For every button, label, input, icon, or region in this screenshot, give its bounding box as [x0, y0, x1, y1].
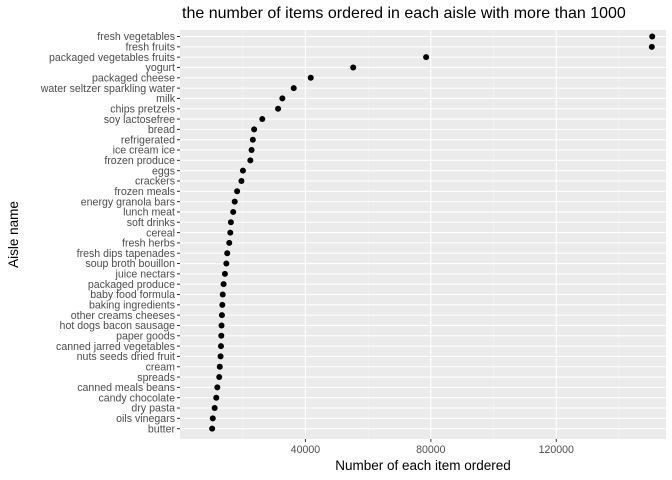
y-tick-label: lunch meat — [123, 207, 175, 219]
y-tick-label: soy lactosefree — [104, 114, 175, 126]
data-point — [249, 136, 256, 143]
y-tick-label: canned jarred vegetables — [56, 341, 175, 353]
data-points — [209, 33, 656, 432]
data-point — [227, 219, 234, 226]
y-tick-label: fresh fruits — [126, 42, 175, 54]
x-tick-label: 120000 — [539, 444, 574, 456]
data-point — [231, 198, 238, 205]
data-point — [290, 85, 297, 92]
data-point — [234, 188, 241, 195]
data-point — [213, 394, 220, 401]
y-tick-label: oils vinegars — [116, 413, 175, 425]
y-tick-label: frozen produce — [104, 155, 175, 167]
y-axis-title: Aisle name — [6, 201, 21, 268]
data-point — [251, 126, 258, 133]
y-tick-label: fresh vegetables — [97, 31, 175, 43]
data-point — [220, 281, 227, 288]
data-point — [259, 116, 266, 123]
data-point — [226, 239, 233, 246]
y-tick-label: fresh dips tapenades — [77, 248, 175, 260]
y-tick-label: candy chocolate — [98, 392, 175, 404]
data-point — [279, 95, 286, 102]
y-tick-label: hot dogs bacon sausage — [60, 320, 176, 332]
y-tick-label: packaged produce — [88, 279, 175, 291]
y-tick-label: frozen meals — [114, 186, 175, 198]
data-point — [247, 157, 254, 164]
y-tick-label: canned meals beans — [77, 382, 175, 394]
y-tick-label: soup broth bouillon — [85, 258, 175, 270]
chart-title: the number of items ordered in each aisl… — [182, 5, 626, 22]
x-axis-title: Number of each item ordered — [335, 458, 511, 473]
data-point — [423, 54, 430, 61]
y-tick-label: juice nectars — [115, 269, 175, 281]
data-point — [217, 343, 224, 350]
y-tick-label: bread — [148, 124, 175, 136]
y-tick-label: crackers — [135, 176, 175, 188]
data-point — [216, 363, 223, 370]
y-tick-label: ice cream ice — [113, 145, 176, 157]
grid-lines — [180, 30, 666, 439]
y-tick-label: dry pasta — [131, 403, 175, 415]
y-tick-label: other creams cheeses — [71, 310, 175, 322]
data-point — [230, 208, 237, 215]
y-tick-label: packaged vegetables fruits — [49, 52, 175, 64]
y-tick-label: chips pretzels — [110, 103, 175, 115]
y-tick-label: packaged cheese — [92, 72, 175, 84]
data-point — [223, 260, 230, 267]
y-tick-label: baby food formula — [90, 289, 175, 301]
y-tick-label: spreads — [137, 372, 175, 384]
data-point — [219, 291, 226, 298]
y-tick-label: nuts seeds dried fruit — [77, 351, 175, 363]
y-tick-label: soft drinks — [127, 217, 175, 229]
data-point — [211, 405, 218, 412]
x-tick-label: 40000 — [291, 444, 321, 456]
data-point — [218, 322, 225, 329]
y-tick-label: cream — [146, 361, 176, 373]
data-point — [275, 105, 282, 112]
data-point — [216, 374, 223, 381]
data-point — [227, 229, 234, 236]
y-tick-label: baking ingredients — [89, 300, 175, 312]
data-point — [217, 353, 224, 360]
y-tick-label: cereal — [146, 227, 175, 239]
y-tick-label: energy granola bars — [81, 196, 175, 208]
x-axis: 40000 80000 120000 — [291, 439, 574, 456]
x-tick-label: 80000 — [416, 444, 446, 456]
data-point — [350, 64, 357, 71]
data-point — [218, 312, 225, 319]
y-tick-label: water seltzer sparkling water — [40, 83, 176, 95]
y-tick-label: refrigerated — [121, 134, 175, 146]
data-point — [248, 147, 255, 154]
data-point — [307, 74, 314, 81]
y-tick-label: milk — [156, 93, 176, 105]
data-point — [209, 415, 216, 422]
data-point — [218, 332, 225, 339]
y-tick-label: yogurt — [146, 62, 175, 74]
data-point — [649, 33, 656, 40]
y-tick-label: butter — [148, 423, 176, 435]
data-point — [214, 384, 221, 391]
data-point — [648, 43, 655, 50]
data-point — [221, 270, 228, 277]
data-point — [224, 250, 231, 257]
y-tick-label: paper goods — [116, 330, 175, 342]
data-point — [219, 301, 226, 308]
plot-panel — [180, 30, 666, 439]
data-point — [239, 167, 246, 174]
y-tick-label: eggs — [152, 165, 175, 177]
y-tick-label: fresh herbs — [122, 238, 175, 250]
data-point — [238, 177, 245, 184]
data-point — [209, 425, 216, 432]
